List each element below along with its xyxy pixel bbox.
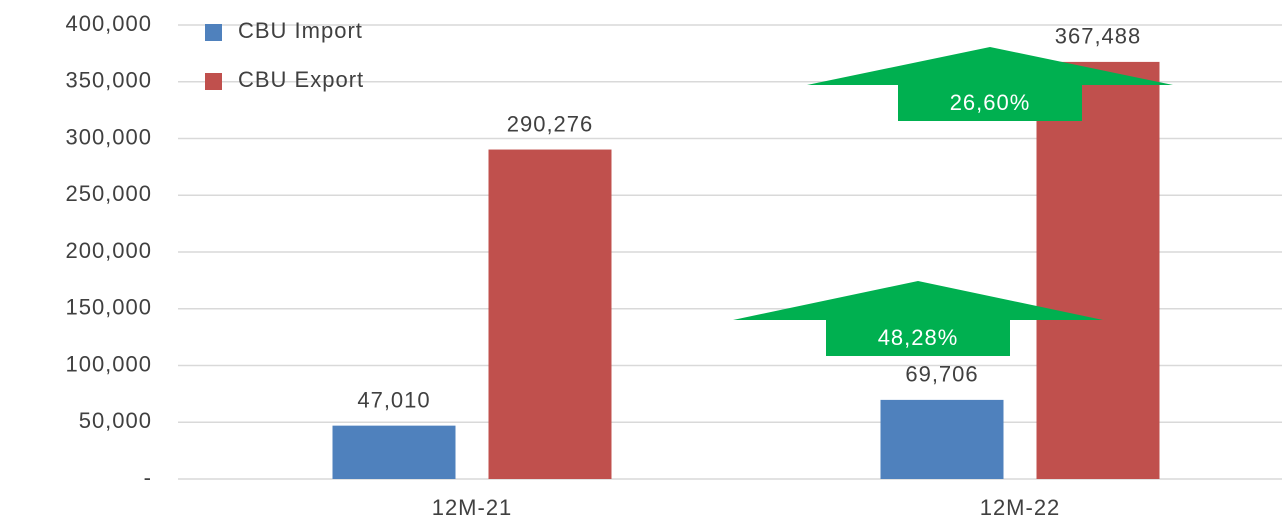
legend-label: CBU Export	[238, 67, 364, 92]
legend-swatch	[205, 24, 222, 41]
value-label: 290,276	[507, 111, 594, 136]
annotation: 48,28%	[878, 325, 959, 350]
bar	[1036, 61, 1160, 479]
value-label: 47,010	[357, 387, 430, 412]
bar	[880, 399, 1004, 479]
y-tick-label: 100,000	[65, 351, 152, 376]
x-tick-label: 12M-22	[980, 495, 1061, 519]
y-tick-label: 50,000	[79, 408, 152, 433]
annotation: 26,60%	[950, 90, 1031, 115]
bar	[332, 425, 456, 479]
legend-label: CBU Import	[238, 18, 363, 43]
bar	[488, 149, 612, 479]
x-tick-label: 12M-21	[432, 495, 513, 519]
y-tick-label: 250,000	[65, 181, 152, 206]
arrow	[807, 47, 1173, 121]
y-tick-label: 200,000	[65, 238, 152, 263]
y-tick-label: -	[144, 465, 152, 490]
value-label: 367,488	[1055, 24, 1142, 49]
y-tick-label: 400,000	[65, 11, 152, 36]
y-tick-label: 150,000	[65, 295, 152, 320]
y-tick-label: 350,000	[65, 68, 152, 93]
arrow	[733, 281, 1103, 356]
y-tick-label: 300,000	[65, 124, 152, 149]
value-label: 69,706	[905, 362, 978, 387]
legend-swatch	[205, 73, 222, 90]
